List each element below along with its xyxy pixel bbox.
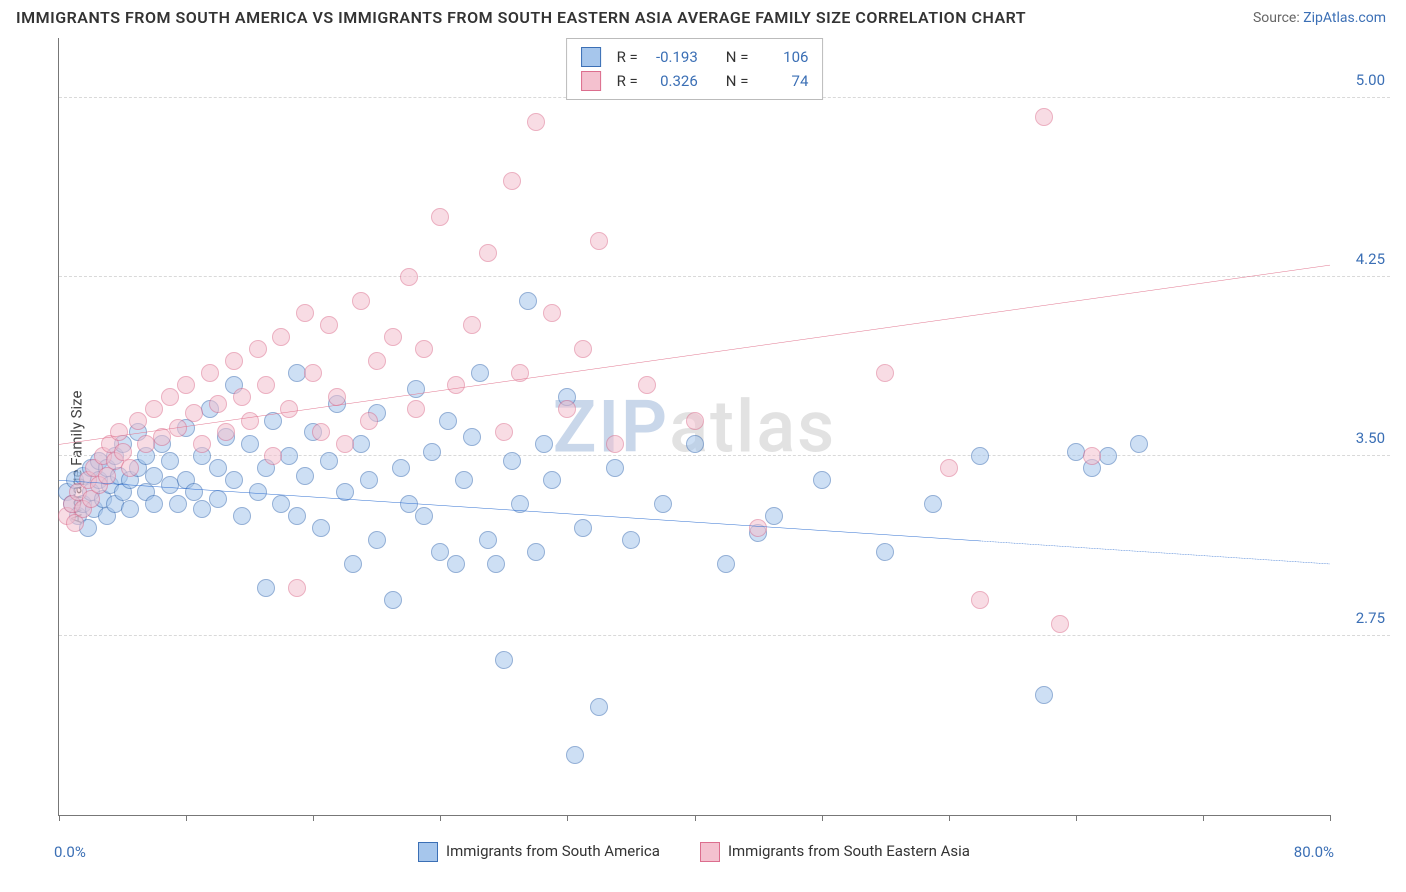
x-tick [949,815,950,821]
chart-title: IMMIGRANTS FROM SOUTH AMERICA VS IMMIGRA… [16,8,1026,27]
x-tick [440,815,441,821]
x-tick [1076,815,1077,821]
bottom-legend: Immigrants from South America Immigrants … [58,842,1330,862]
x-axis-row: 0.0% Immigrants from South AmericaImmigr… [58,838,1330,866]
x-tick [313,815,314,821]
legend-item: Immigrants from South America [418,842,660,862]
legend-swatch [581,71,601,91]
y-tick-label: 3.50 [1356,429,1385,447]
x-tick [822,815,823,821]
trend-line-south_eastern_asia [59,265,1330,444]
r-value: 0.326 [646,69,698,93]
r-label: R = [617,69,638,93]
chart-area: Average Family Size ZIPatlas R =-0.193N … [16,38,1390,876]
n-value: 106 [756,45,808,69]
x-axis-max: 80.0% [1294,843,1334,861]
source-link[interactable]: ZipAtlas.com [1303,10,1386,26]
n-label: N = [726,45,749,69]
y-tick-label: 2.75 [1356,609,1385,627]
x-tick [567,815,568,821]
stats-row: R = 0.326 N = 74 [581,69,809,93]
r-value: -0.193 [646,45,698,69]
legend-swatch [418,842,438,862]
legend-label: Immigrants from South America [446,842,660,860]
stats-row: R = -0.193 N = 106 [581,45,809,69]
trendlines [59,38,1330,815]
legend-item: Immigrants from South Eastern Asia [700,842,970,862]
legend-swatch [581,47,601,67]
trend-line-south_america-dashed [980,541,1330,564]
y-tick-label: 5.00 [1356,71,1385,89]
n-value: 74 [756,69,808,93]
plot-region: ZIPatlas R =-0.193N =106R =0.326N =74 2.… [58,38,1330,816]
r-label: R = [617,45,638,69]
n-label: N = [726,69,749,93]
trend-line-south_america [59,480,980,541]
title-bar: IMMIGRANTS FROM SOUTH AMERICA VS IMMIGRA… [0,0,1406,31]
x-tick [186,815,187,821]
x-tick [695,815,696,821]
stats-legend-box: R = -0.193 N = 106 R = 0.326 N = 74 [566,38,824,100]
x-tick [1203,815,1204,821]
source-label: Source: ZipAtlas.com [1253,10,1386,26]
y-tick-label: 4.25 [1356,250,1385,268]
x-tick [59,815,60,821]
legend-label: Immigrants from South Eastern Asia [728,842,970,860]
x-tick [1330,815,1331,821]
legend-swatch [700,842,720,862]
